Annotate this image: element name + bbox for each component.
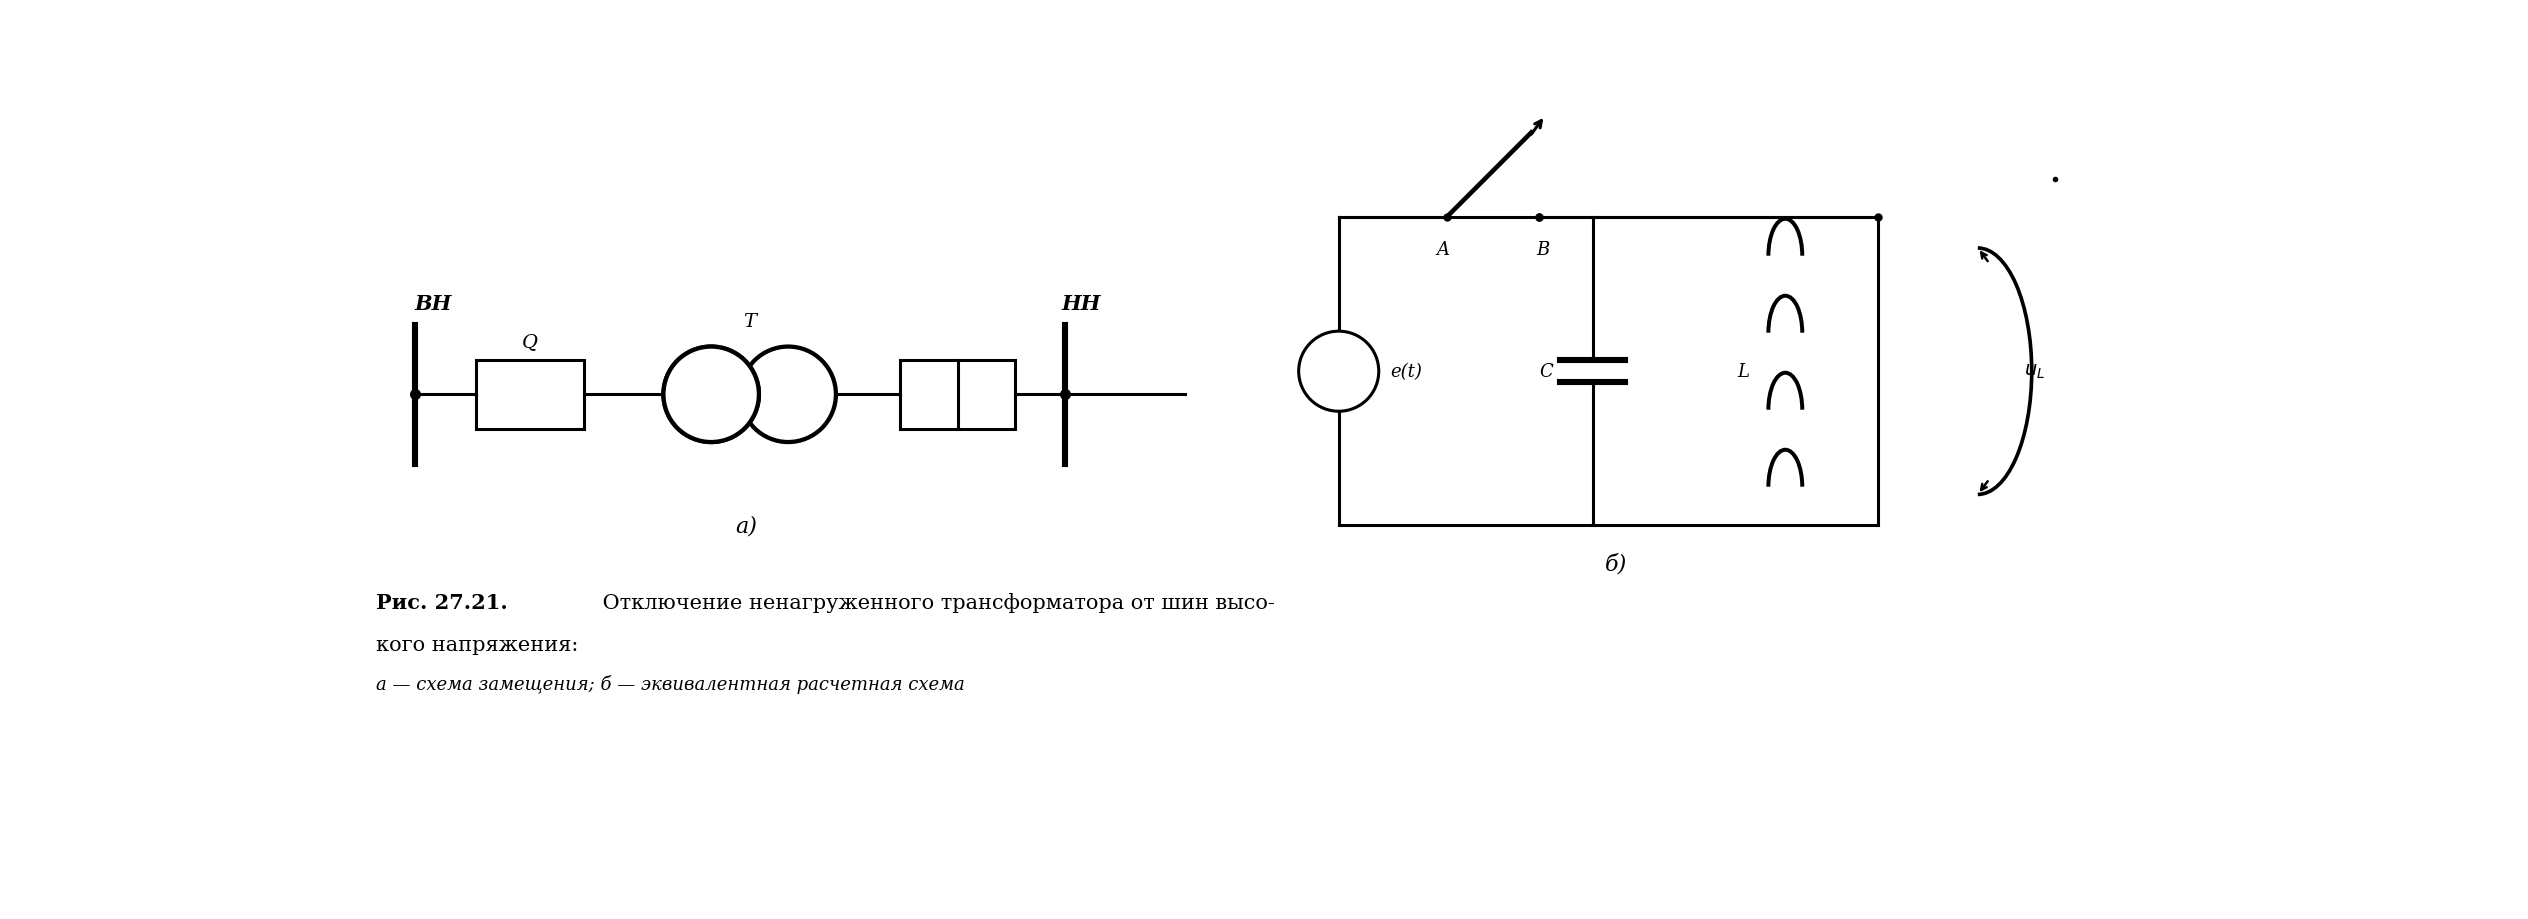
Bar (475, 360, 584, 429)
Text: C: C (1540, 363, 1552, 380)
Text: кого напряжения:: кого напряжения: (377, 635, 579, 654)
Text: ВН: ВН (415, 294, 453, 314)
Text: НН: НН (1062, 294, 1102, 314)
Text: L: L (1737, 363, 1749, 380)
Circle shape (741, 347, 837, 443)
Text: а — схема замещения; б — эквивалентная расчетная схема: а — схема замещения; б — эквивалентная р… (377, 674, 966, 693)
Text: Отключение ненагруженного трансформатора от шин высо-: Отключение ненагруженного трансформатора… (597, 593, 1274, 613)
Circle shape (662, 347, 758, 443)
Text: B: B (1537, 241, 1550, 259)
Text: Рис. 27.21.: Рис. 27.21. (377, 593, 508, 613)
Text: $u_L$: $u_L$ (2025, 363, 2045, 381)
Text: A: A (1436, 241, 1449, 259)
Circle shape (662, 347, 758, 443)
Text: б): б) (1605, 553, 1628, 575)
Bar (900, 360, 1016, 429)
Text: e(t): e(t) (1390, 363, 1423, 380)
Text: Q: Q (523, 333, 538, 351)
Text: а): а) (736, 515, 756, 537)
Circle shape (1299, 332, 1378, 412)
Text: T: T (743, 312, 756, 330)
